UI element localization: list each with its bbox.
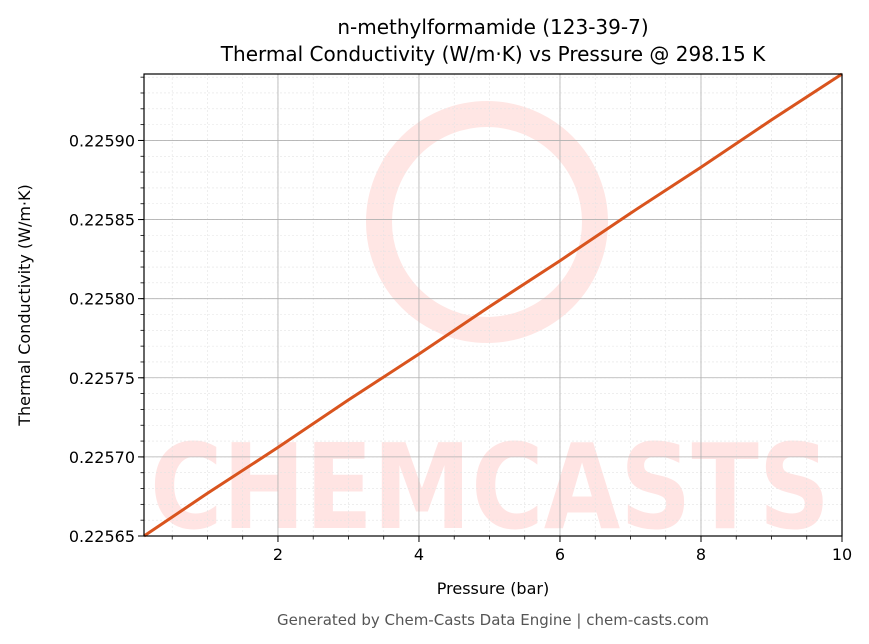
- y-tick-label: 0.22590: [69, 131, 135, 150]
- watermark: CHEMCASTS: [150, 101, 830, 556]
- x-tick-label: 2: [273, 545, 283, 564]
- chart-title: n-methylformamide (123-39-7): [337, 15, 648, 39]
- y-tick-label: 0.22585: [69, 211, 135, 230]
- x-axis-label: Pressure (bar): [437, 579, 549, 598]
- y-tick-label: 0.22570: [69, 448, 135, 467]
- x-tick-label: 4: [414, 545, 424, 564]
- footer-credit: Generated by Chem-Casts Data Engine | ch…: [277, 611, 709, 629]
- axis-ticks: [138, 76, 843, 542]
- x-tick-label: 8: [696, 545, 706, 564]
- tick-labels: 2 4 6 8 10 0.22565 0.22570 0.22575 0.22580 0.2258…: [69, 131, 852, 564]
- y-tick-label: 0.22565: [69, 527, 135, 546]
- data-line: [143, 72, 843, 538]
- plot-frame: [143, 73, 843, 537]
- y-axis-label: Thermal Conductivity (W/m·K): [15, 184, 34, 427]
- y-tick-label: 0.22580: [69, 290, 135, 309]
- chart-subtitle: Thermal Conductivity (W/m·K) vs Pressure…: [220, 42, 766, 66]
- x-tick-label: 10: [832, 545, 852, 564]
- x-tick-label: 6: [555, 545, 565, 564]
- svg-text:CHEMCASTS: CHEMCASTS: [150, 418, 830, 556]
- y-tick-label: 0.22575: [69, 369, 135, 388]
